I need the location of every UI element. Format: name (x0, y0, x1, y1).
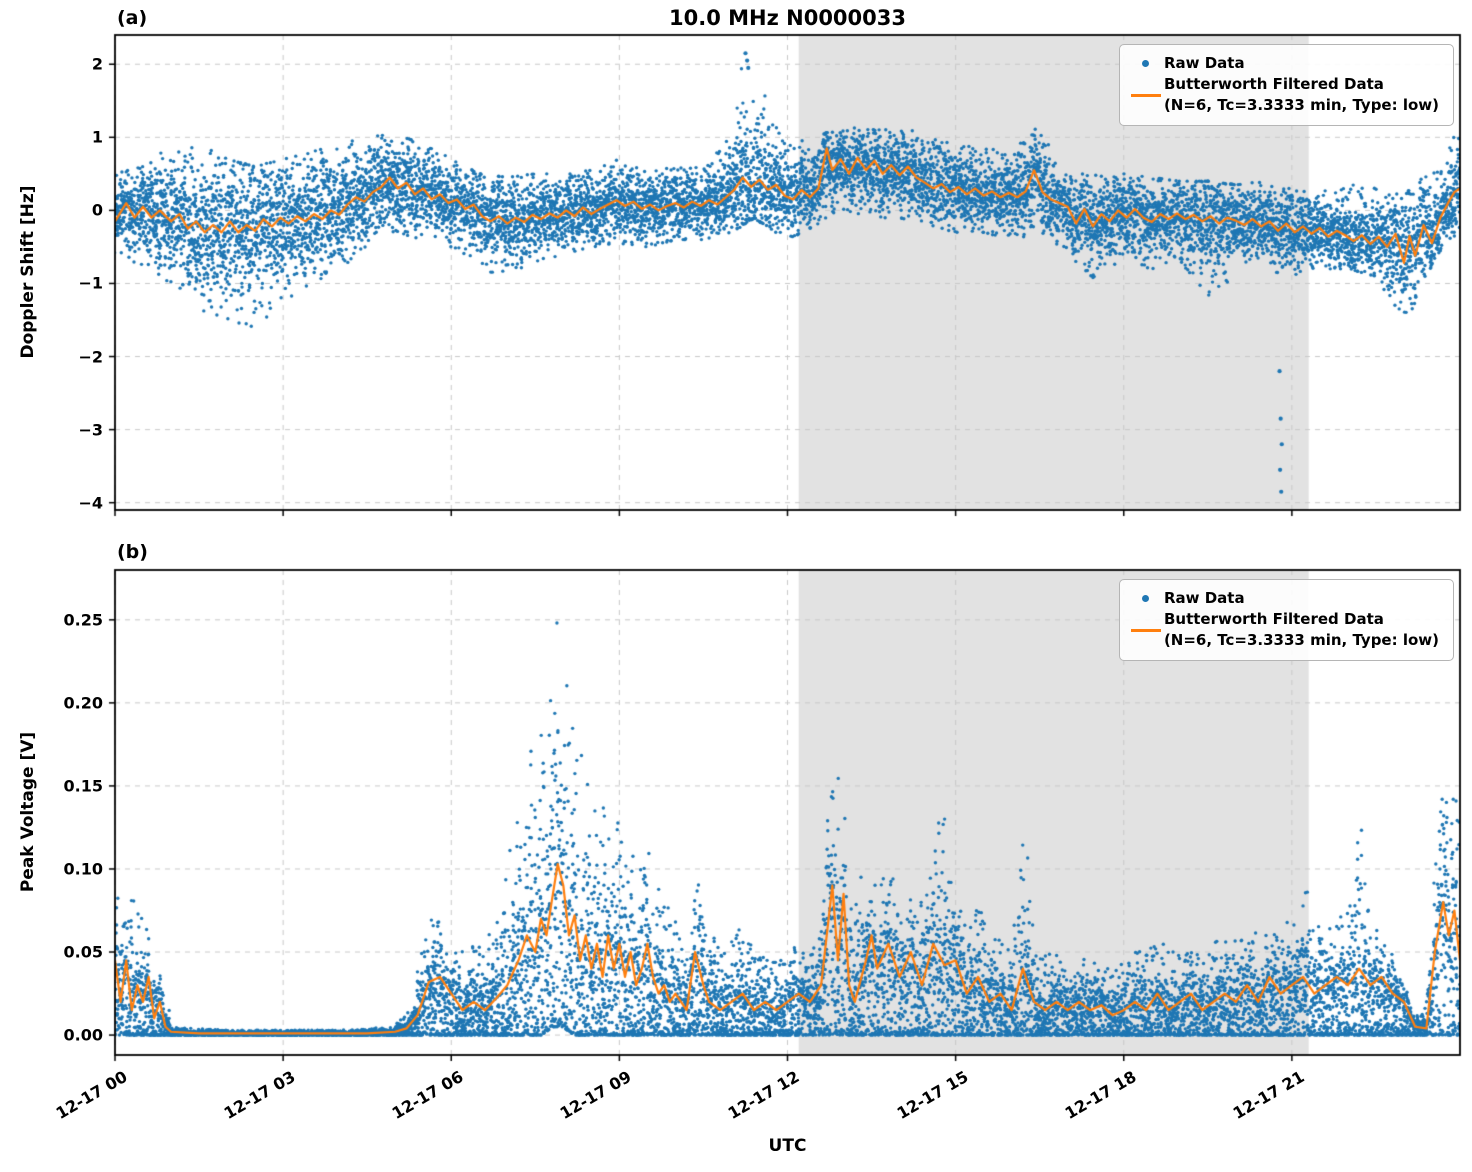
y-axis-label-b: Peak Voltage [V] (18, 731, 38, 893)
x-axis-label: UTC (768, 1136, 807, 1156)
legend-raw-label: Raw Data (1163, 54, 1245, 72)
y-tick-label: 0.20 (63, 693, 103, 713)
legend-entry-filtered: Butterworth Filtered Data (N=6, Tc=3.333… (1128, 74, 1439, 116)
y-tick-label: 0.05 (63, 942, 103, 962)
raw-data-marker-icon (1128, 595, 1164, 602)
filtered-line-marker-icon (1128, 609, 1164, 651)
y-axis-label-a: Doppler Shift [Hz] (18, 185, 38, 359)
panel-b-label: (b) (117, 541, 148, 563)
filtered-line-marker-icon (1128, 74, 1164, 116)
panel-a-label: (a) (117, 7, 148, 29)
y-tick-label: 0.15 (63, 776, 103, 796)
legend-entry-filtered: Butterworth Filtered Data (N=6, Tc=3.333… (1128, 609, 1439, 651)
y-tick-label: 0 (91, 200, 103, 220)
legend-entry-raw: Raw Data (1128, 588, 1439, 609)
y-tick-label: 1 (91, 127, 103, 147)
legend-filtered-label-line2: (N=6, Tc=3.3333 min, Type: low) (1163, 631, 1439, 649)
y-tick-label: −1 (78, 273, 103, 293)
y-tick-label: 2 (91, 54, 103, 74)
legend-filtered-label-line1: Butterworth Filtered Data (1163, 610, 1384, 628)
y-tick-label: −2 (78, 347, 103, 367)
y-tick-label: 0.10 (63, 859, 103, 879)
y-tick-label: 0.00 (63, 1025, 103, 1045)
legend-raw-label: Raw Data (1163, 589, 1245, 607)
legend-entry-raw: Raw Data (1128, 53, 1439, 74)
y-tick-label: 0.25 (63, 610, 103, 630)
legend-filtered-label-line1: Butterworth Filtered Data (1163, 75, 1384, 93)
legend-a: Raw Data Butterworth Filtered Data (N=6,… (1118, 44, 1454, 126)
plot-title: 10.0 MHz N0000033 (669, 6, 906, 30)
y-tick-label: −4 (78, 493, 103, 513)
legend-filtered-label-line2: (N=6, Tc=3.3333 min, Type: low) (1163, 96, 1439, 114)
y-tick-label: −3 (78, 420, 103, 440)
raw-data-marker-icon (1128, 60, 1164, 67)
legend-b: Raw Data Butterworth Filtered Data (N=6,… (1118, 579, 1454, 661)
